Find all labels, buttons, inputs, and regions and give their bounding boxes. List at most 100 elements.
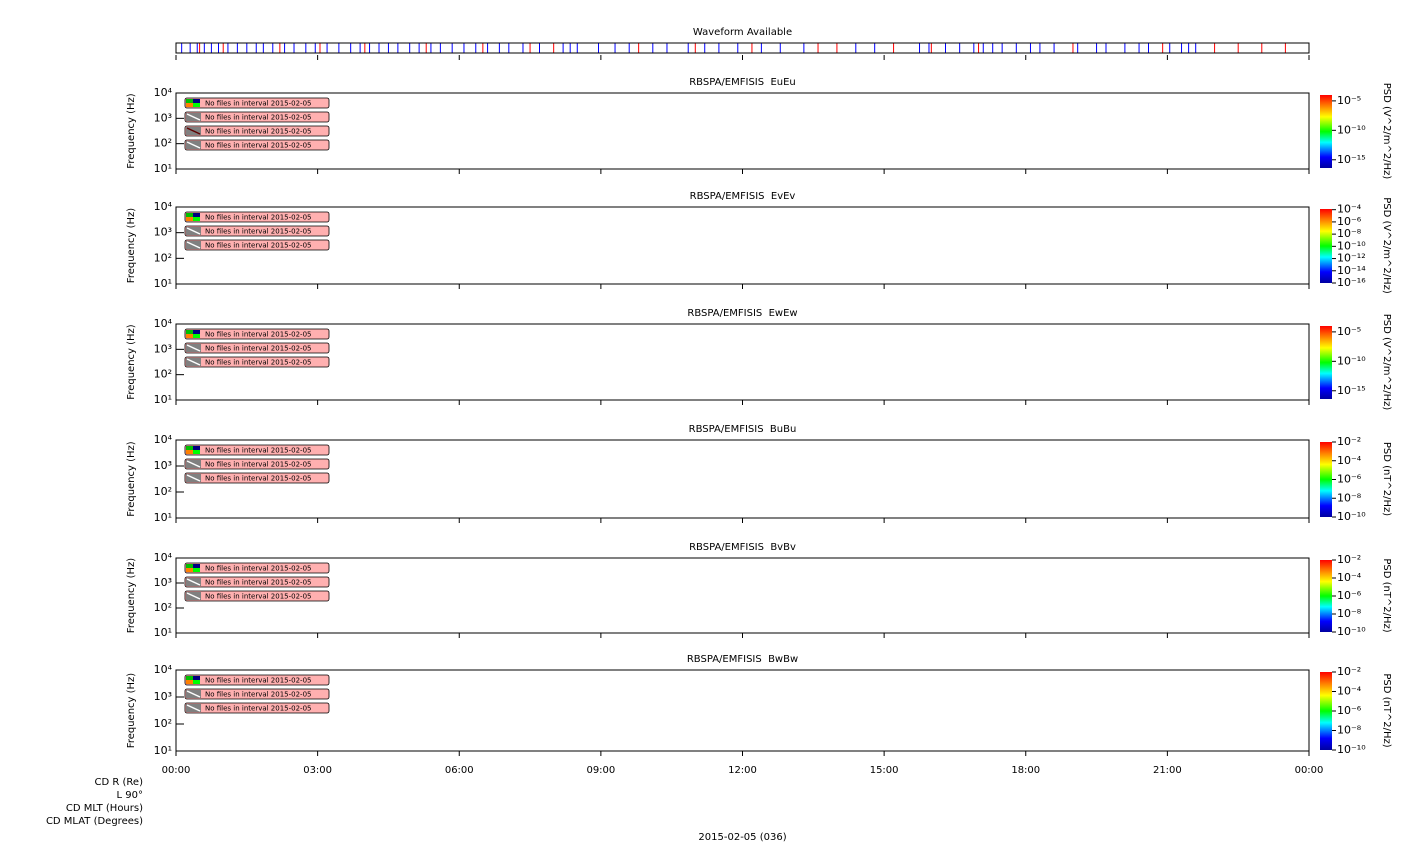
message-box <box>184 328 330 340</box>
colorbar-tick-label: 10⁻⁴ <box>1337 203 1362 216</box>
message-icon <box>186 344 201 352</box>
message-text: No files in interval 2015-02-05 <box>205 345 311 353</box>
message-icon <box>186 358 201 366</box>
message-icon <box>193 446 200 450</box>
y-tick-label: 10¹ <box>154 277 172 290</box>
panel-frame <box>175 439 1310 519</box>
colorbar-tick-label: 10⁻⁸ <box>1337 724 1362 737</box>
panel-title: RBSPA/EMFISIS EuEu <box>689 77 796 88</box>
panel-title: RBSPA/EMFISIS EvEv <box>690 191 796 202</box>
message-icon <box>186 578 201 586</box>
panel-frame <box>175 323 1310 401</box>
message-box <box>184 239 330 251</box>
message-icon <box>186 213 193 217</box>
message-box <box>184 125 330 137</box>
panel-frame <box>175 206 1310 285</box>
y-tick-label: 10³ <box>154 342 172 355</box>
message-icon <box>186 704 201 712</box>
y-tick-label: 10³ <box>154 459 172 472</box>
x-tick-label: 15:00 <box>870 765 899 776</box>
message-icon <box>186 330 193 334</box>
colorbar-label: PSD (nT^2/Hz) <box>1381 673 1392 747</box>
message-text: No files in interval 2015-02-05 <box>205 461 311 469</box>
message-box <box>184 562 330 574</box>
footer-row: CD MLT (Hours) <box>66 803 143 814</box>
message-icon <box>193 99 200 103</box>
message-icon <box>186 676 193 680</box>
y-tick-label: 10³ <box>154 690 172 703</box>
y-axis-label: Frequency (Hz) <box>126 673 137 749</box>
message-box <box>184 356 330 368</box>
panel-title: RBSPA/EMFISIS BvBv <box>689 542 796 553</box>
colorbar-tick-label: 10⁻¹⁰ <box>1337 510 1366 523</box>
y-tick-label: 10² <box>154 251 172 264</box>
y-tick-label: 10⁴ <box>154 663 173 676</box>
y-tick-label: 10¹ <box>154 393 172 406</box>
message-icon <box>186 334 193 338</box>
colorbar <box>1320 442 1332 517</box>
colorbar-label-group: PSD (nT^2/Hz) <box>1381 558 1392 632</box>
message-box <box>184 139 330 151</box>
x-tick-label: 06:00 <box>445 765 474 776</box>
message-icon <box>186 450 193 454</box>
colorbar-tick-label: 10⁻² <box>1337 665 1361 678</box>
y-tick-label: 10⁴ <box>154 551 173 564</box>
message-box <box>184 702 330 714</box>
panel-frame <box>175 557 1310 634</box>
colorbar-label-group: PSD (V^2/m^2/Hz) <box>1381 314 1392 411</box>
message-icon <box>186 690 201 698</box>
strip-title: Waveform Available <box>693 27 792 38</box>
colorbar-label-group: PSD (V^2/m^2/Hz) <box>1381 197 1392 294</box>
message-box <box>184 97 330 109</box>
y-tick-label: 10³ <box>154 226 172 239</box>
message-box <box>184 225 330 237</box>
colorbar-tick-label: 10⁻¹⁶ <box>1337 276 1366 289</box>
colorbar-tick-label: 10⁻¹⁰ <box>1337 239 1366 252</box>
colorbar-tick-label: 10⁻⁶ <box>1337 704 1362 717</box>
colorbar-label-group: PSD (nT^2/Hz) <box>1381 442 1392 516</box>
message-text: No files in interval 2015-02-05 <box>205 579 311 587</box>
colorbar-tick-label: 10⁻⁴ <box>1337 454 1362 467</box>
message-text: No files in interval 2015-02-05 <box>205 677 311 685</box>
colorbar-label: PSD (V^2/m^2/Hz) <box>1381 314 1392 411</box>
footer-row: CD MLAT (Degrees) <box>46 816 143 827</box>
x-tick-label: 03:00 <box>303 765 332 776</box>
message-icon <box>186 241 201 249</box>
message-box <box>184 211 330 223</box>
message-box <box>184 674 330 686</box>
message-icon <box>193 450 200 454</box>
message-text: No files in interval 2015-02-05 <box>205 691 311 699</box>
message-box <box>184 590 330 602</box>
x-tick-label: 21:00 <box>1153 765 1182 776</box>
message-text: No files in interval 2015-02-05 <box>205 447 311 455</box>
colorbar-tick-label: 10⁻¹⁵ <box>1337 384 1366 397</box>
colorbar-label-group: PSD (nT^2/Hz) <box>1381 673 1392 747</box>
colorbar <box>1320 560 1332 632</box>
y-tick-label: 10³ <box>154 576 172 589</box>
message-icon <box>193 676 200 680</box>
footer-row: L 90° <box>117 790 143 801</box>
message-text: No files in interval 2015-02-05 <box>205 242 311 250</box>
y-tick-label: 10² <box>154 485 172 498</box>
message-icon <box>186 217 193 221</box>
panel-title: RBSPA/EMFISIS BuBu <box>689 424 797 435</box>
message-icon <box>186 446 193 450</box>
colorbar-label-group: PSD (V^2/m^2/Hz) <box>1381 83 1392 180</box>
y-axis-label: Frequency (Hz) <box>126 208 137 284</box>
y-tick-label: 10⁴ <box>154 200 173 213</box>
message-icon <box>193 217 200 221</box>
y-axis-label: Frequency (Hz) <box>126 558 137 634</box>
message-icon <box>186 113 201 121</box>
colorbar <box>1320 209 1332 283</box>
y-tick-label: 10² <box>154 717 172 730</box>
colorbar-label: PSD (V^2/m^2/Hz) <box>1381 197 1392 294</box>
message-icon <box>186 127 201 135</box>
colorbar-tick-label: 10⁻⁶ <box>1337 215 1362 228</box>
colorbar-label: PSD (nT^2/Hz) <box>1381 442 1392 516</box>
colorbar-tick-label: 10⁻¹⁰ <box>1337 625 1366 638</box>
message-icon <box>186 568 193 572</box>
colorbar-tick-label: 10⁻¹² <box>1337 252 1366 265</box>
message-text: No files in interval 2015-02-05 <box>205 114 311 122</box>
panel-frame <box>175 669 1310 752</box>
